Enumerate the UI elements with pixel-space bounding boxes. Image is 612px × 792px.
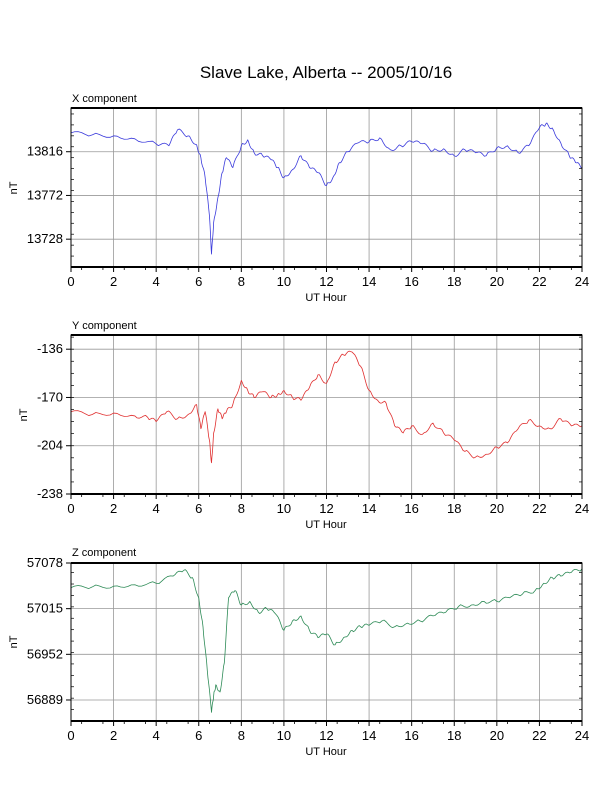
x-tick-label: 4 xyxy=(153,728,160,743)
x-tick-label: 16 xyxy=(404,728,418,743)
y-axis-label: nT xyxy=(8,635,20,648)
x-tick-label: 0 xyxy=(67,728,74,743)
x-tick-label: 2 xyxy=(110,728,117,743)
y-axis-label: nT xyxy=(18,408,30,421)
panel-title: Y component xyxy=(72,320,137,332)
x-tick-label: 22 xyxy=(532,274,546,289)
data-series-line xyxy=(70,122,583,255)
x-tick-label: 16 xyxy=(404,501,418,516)
y-tick-label: 56889 xyxy=(27,692,63,707)
y-tick-label: 57078 xyxy=(27,555,63,570)
data-series-line xyxy=(70,568,583,713)
x-tick-label: 2 xyxy=(110,501,117,516)
x-tick-label: 6 xyxy=(195,728,202,743)
x-tick-label: 4 xyxy=(153,274,160,289)
x-tick-label: 22 xyxy=(532,728,546,743)
x-tick-label: 6 xyxy=(195,501,202,516)
y-axis-label: nT xyxy=(8,181,20,194)
panel-title: Z component xyxy=(72,547,136,559)
x-tick-label: 18 xyxy=(447,728,461,743)
x-tick-label: 2 xyxy=(110,274,117,289)
z-component-panel: Z component nT UT Hour 0 2 4 6 8 10 12 14 16 18 20… xyxy=(8,547,589,758)
data-series-line xyxy=(70,350,583,464)
x-component-panel: X component nT UT Hour 0 2 4 6 8 10 12 14 16 18 20… xyxy=(8,93,589,304)
x-tick-label: 12 xyxy=(319,728,333,743)
x-tick-label: 0 xyxy=(67,274,74,289)
x-tick-label: 18 xyxy=(447,274,461,289)
x-tick-label: 22 xyxy=(532,501,546,516)
x-tick-label: 12 xyxy=(319,274,333,289)
x-tick-label: 12 xyxy=(319,501,333,516)
x-axis-label: UT Hour xyxy=(305,292,347,304)
x-tick-label: 24 xyxy=(575,274,589,289)
y-tick-label: 13816 xyxy=(27,144,63,159)
x-axis-label: UT Hour xyxy=(305,519,347,531)
x-tick-label: 14 xyxy=(362,501,376,516)
x-axis-label: UT Hour xyxy=(305,746,347,758)
x-tick-label: 0 xyxy=(67,501,74,516)
y-tick-label: -204 xyxy=(37,438,63,453)
x-tick-label: 20 xyxy=(490,728,504,743)
y-tick-label: -238 xyxy=(37,486,63,501)
x-tick-label: 24 xyxy=(575,501,589,516)
x-tick-label: 6 xyxy=(195,274,202,289)
y-component-panel: Y component nT UT Hour 0 2 4 6 8 10 12 14 16 18 20… xyxy=(18,320,589,531)
x-tick-label: 20 xyxy=(490,274,504,289)
y-tick-label: -136 xyxy=(37,341,63,356)
x-tick-label: 16 xyxy=(404,274,418,289)
y-tick-label: -170 xyxy=(37,389,63,404)
figure-title: Slave Lake, Alberta -- 2005/10/16 xyxy=(200,63,452,82)
x-tick-label: 14 xyxy=(362,274,376,289)
x-tick-label: 20 xyxy=(490,501,504,516)
x-tick-label: 10 xyxy=(277,501,291,516)
x-tick-label: 8 xyxy=(238,501,245,516)
x-tick-label: 10 xyxy=(277,728,291,743)
x-tick-label: 14 xyxy=(362,728,376,743)
y-tick-label: 57015 xyxy=(27,601,63,616)
y-tick-label: 13772 xyxy=(27,187,63,202)
panel-title: X component xyxy=(72,93,137,105)
x-tick-label: 8 xyxy=(238,274,245,289)
x-tick-label: 10 xyxy=(277,274,291,289)
x-tick-label: 18 xyxy=(447,501,461,516)
x-tick-label: 24 xyxy=(575,728,589,743)
x-tick-label: 4 xyxy=(153,501,160,516)
y-tick-label: 13728 xyxy=(27,231,63,246)
y-tick-label: 56952 xyxy=(27,646,63,661)
x-tick-label: 8 xyxy=(238,728,245,743)
